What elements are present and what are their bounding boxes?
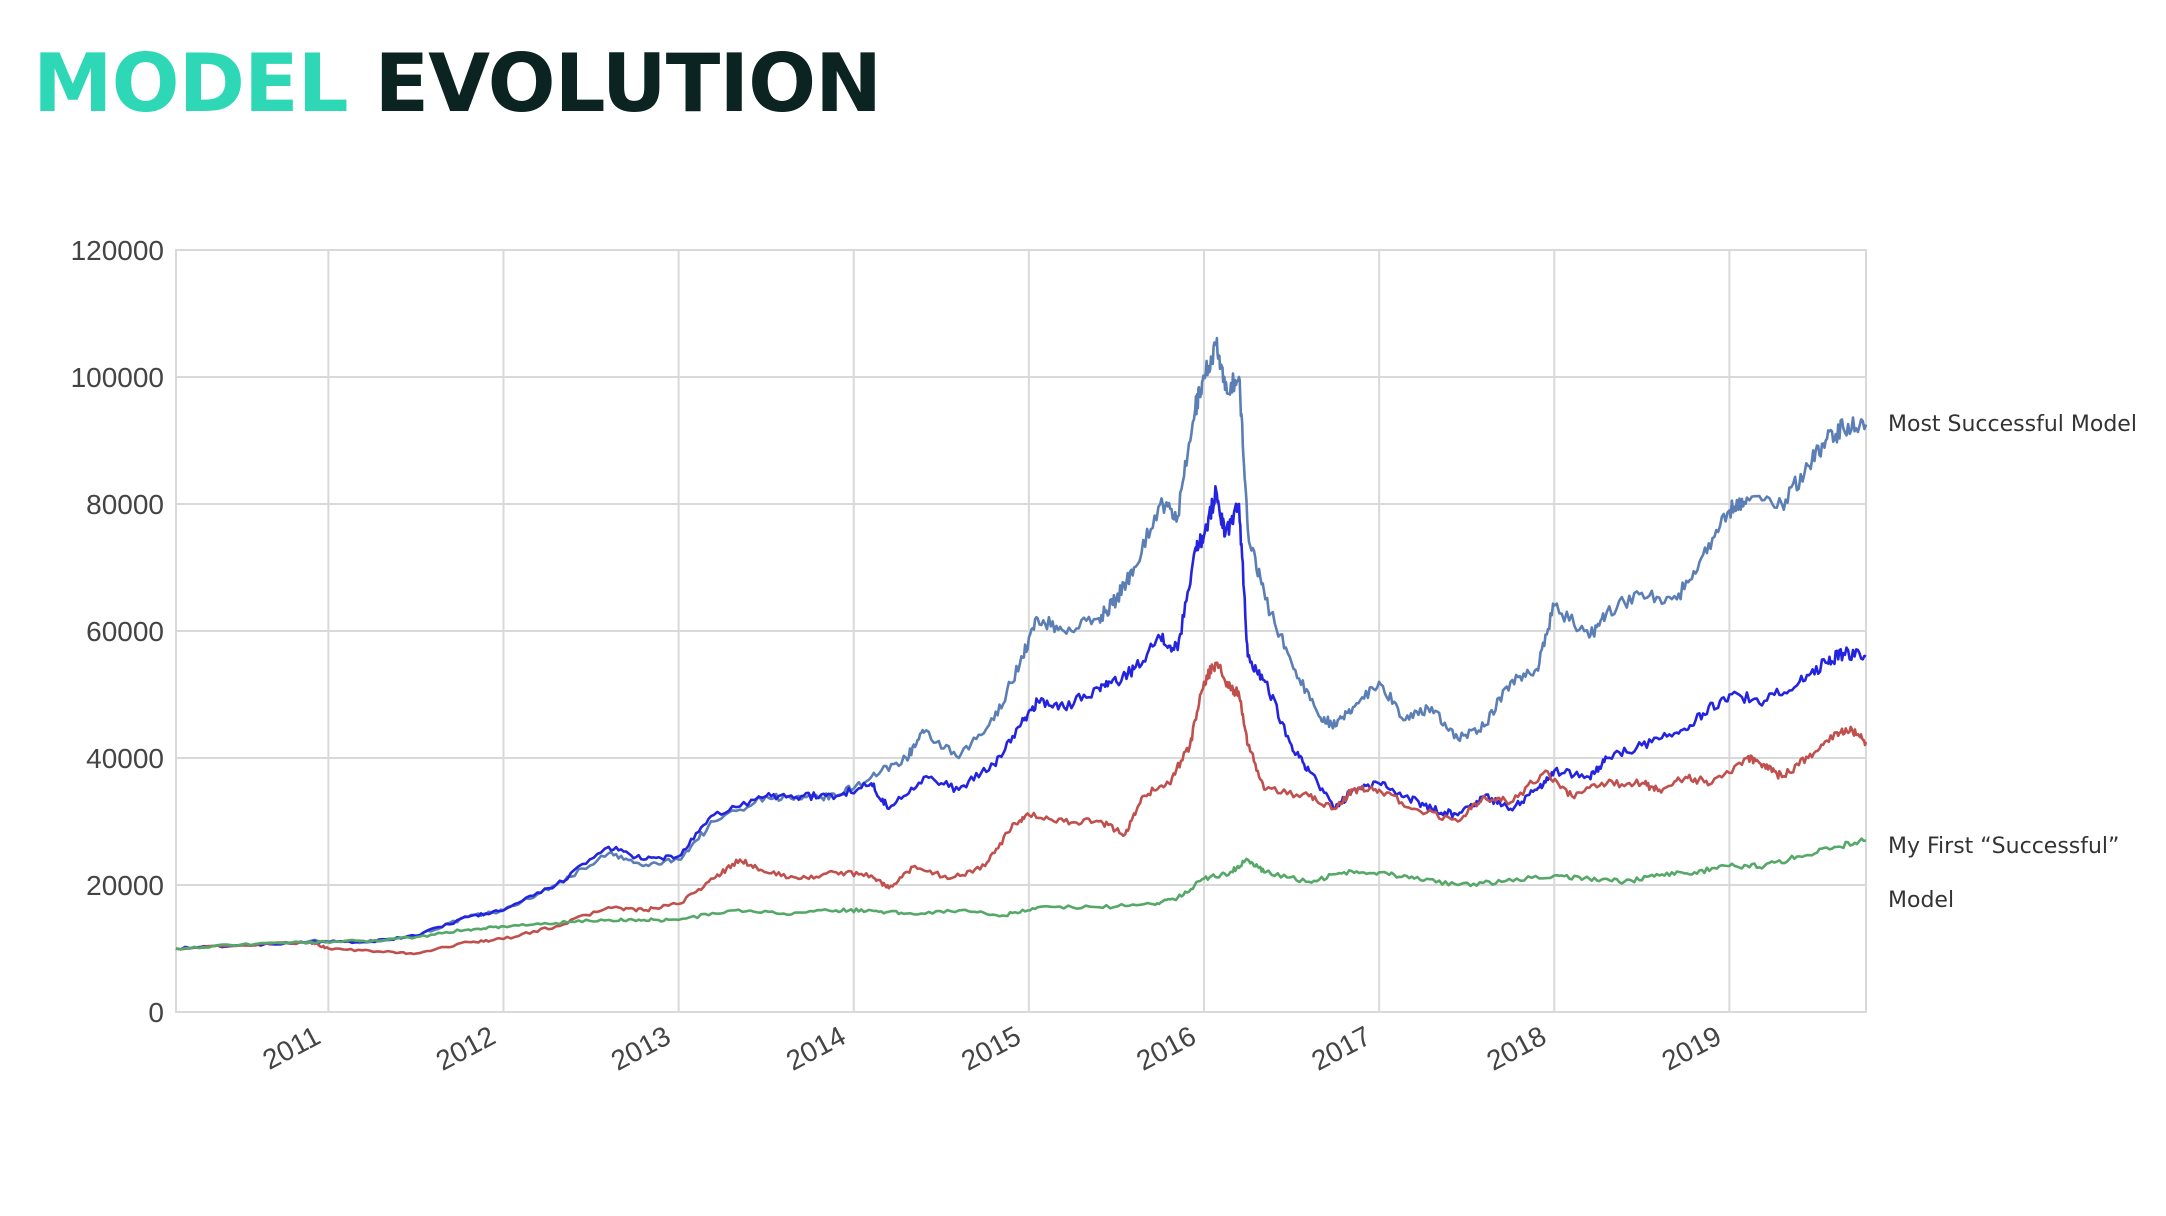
y-tick-label: 100000 [71, 362, 164, 393]
x-tick-label: 2019 [1657, 1020, 1727, 1077]
page-title: MODEL EVOLUTION [33, 34, 883, 134]
series-line-1 [175, 485, 1867, 951]
series-line-2 [175, 661, 1868, 956]
series-line-0 [175, 336, 1868, 951]
x-tick-label: 2016 [1131, 1020, 1201, 1077]
x-tick-label: 2017 [1306, 1020, 1376, 1077]
x-tick-label: 2012 [431, 1020, 501, 1077]
y-tick-label: 80000 [86, 489, 164, 520]
x-tick-label: 2011 [257, 1020, 325, 1076]
x-tick-label: 2018 [1482, 1020, 1552, 1077]
title-accent-word: MODEL [33, 37, 349, 130]
first-successful-model-label-line1: My First “Successful” [1888, 834, 2120, 859]
x-tick-label: 2013 [606, 1020, 676, 1077]
series-line-3 [175, 837, 1867, 951]
y-tick-label: 120000 [71, 235, 164, 266]
title-main-word: EVOLUTION [374, 37, 883, 130]
chart-grid [175, 249, 1867, 1013]
y-tick-label: 20000 [86, 870, 164, 901]
x-tick-label: 2014 [781, 1020, 851, 1077]
y-tick-label: 0 [148, 997, 164, 1028]
chart-axes: 0 20000 40000 60000 80000 100000 120000 2011 201… [71, 235, 1727, 1077]
chart-series [175, 336, 1868, 956]
first-successful-model-label-line2: Model [1888, 888, 1955, 913]
most-successful-model-label: Most Successful Model [1888, 412, 2137, 437]
y-tick-label: 60000 [86, 616, 164, 647]
y-tick-label: 40000 [86, 743, 164, 774]
x-tick-label: 2015 [956, 1020, 1026, 1077]
